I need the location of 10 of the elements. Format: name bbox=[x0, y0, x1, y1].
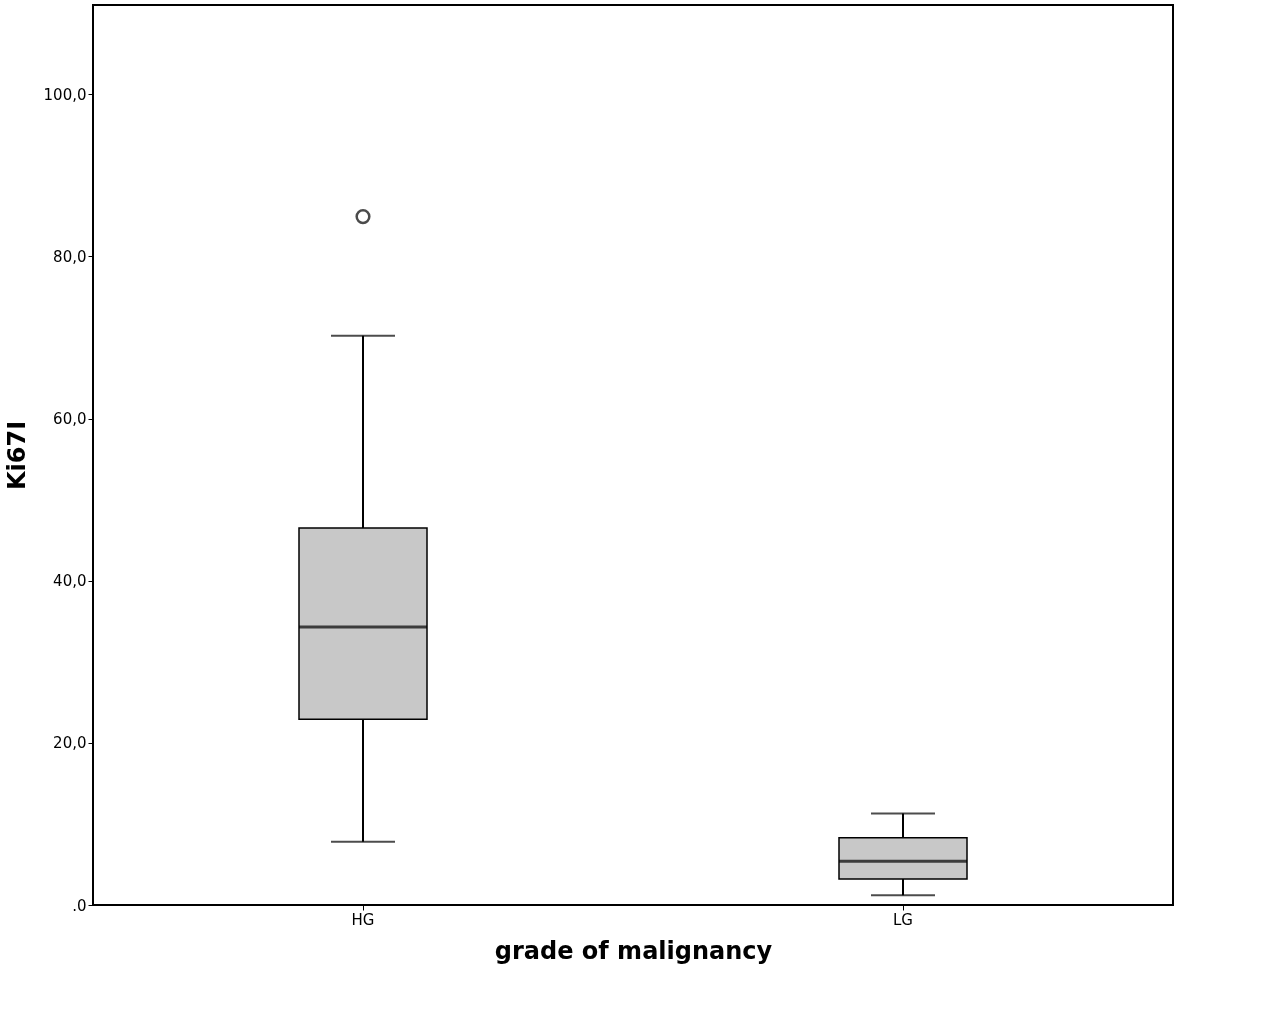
y-axis-title: Ki67I bbox=[2, 420, 31, 491]
x-tick-label: HG bbox=[351, 910, 375, 929]
x-tick-label: LG bbox=[893, 910, 913, 929]
y-tick-label: 60,0 bbox=[53, 410, 87, 429]
y-tick-label: 100,0 bbox=[43, 85, 87, 104]
y-tick-label: 80,0 bbox=[53, 247, 87, 266]
y-tick-label: 20,0 bbox=[53, 734, 87, 753]
x-axis-title: grade of malignancy bbox=[494, 936, 773, 965]
y-tick-label: .0 bbox=[72, 896, 87, 915]
y-tick-label: 40,0 bbox=[53, 572, 87, 591]
